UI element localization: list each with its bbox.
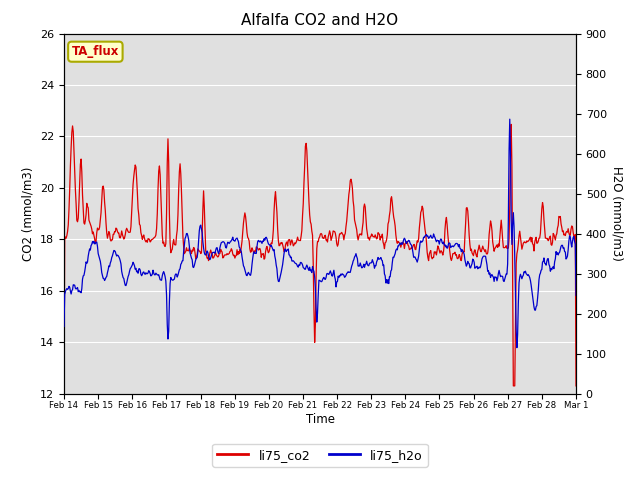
X-axis label: Time: Time (305, 413, 335, 426)
Bar (64, 34, 576, 394)
Y-axis label: H2O (mmol/m3): H2O (mmol/m3) (611, 166, 623, 261)
Title: Alfalfa CO2 and H2O: Alfalfa CO2 and H2O (241, 13, 399, 28)
Legend: li75_co2, li75_h2o: li75_co2, li75_h2o (212, 444, 428, 467)
Y-axis label: CO2 (mmol/m3): CO2 (mmol/m3) (22, 167, 35, 261)
Text: TA_flux: TA_flux (72, 45, 119, 58)
